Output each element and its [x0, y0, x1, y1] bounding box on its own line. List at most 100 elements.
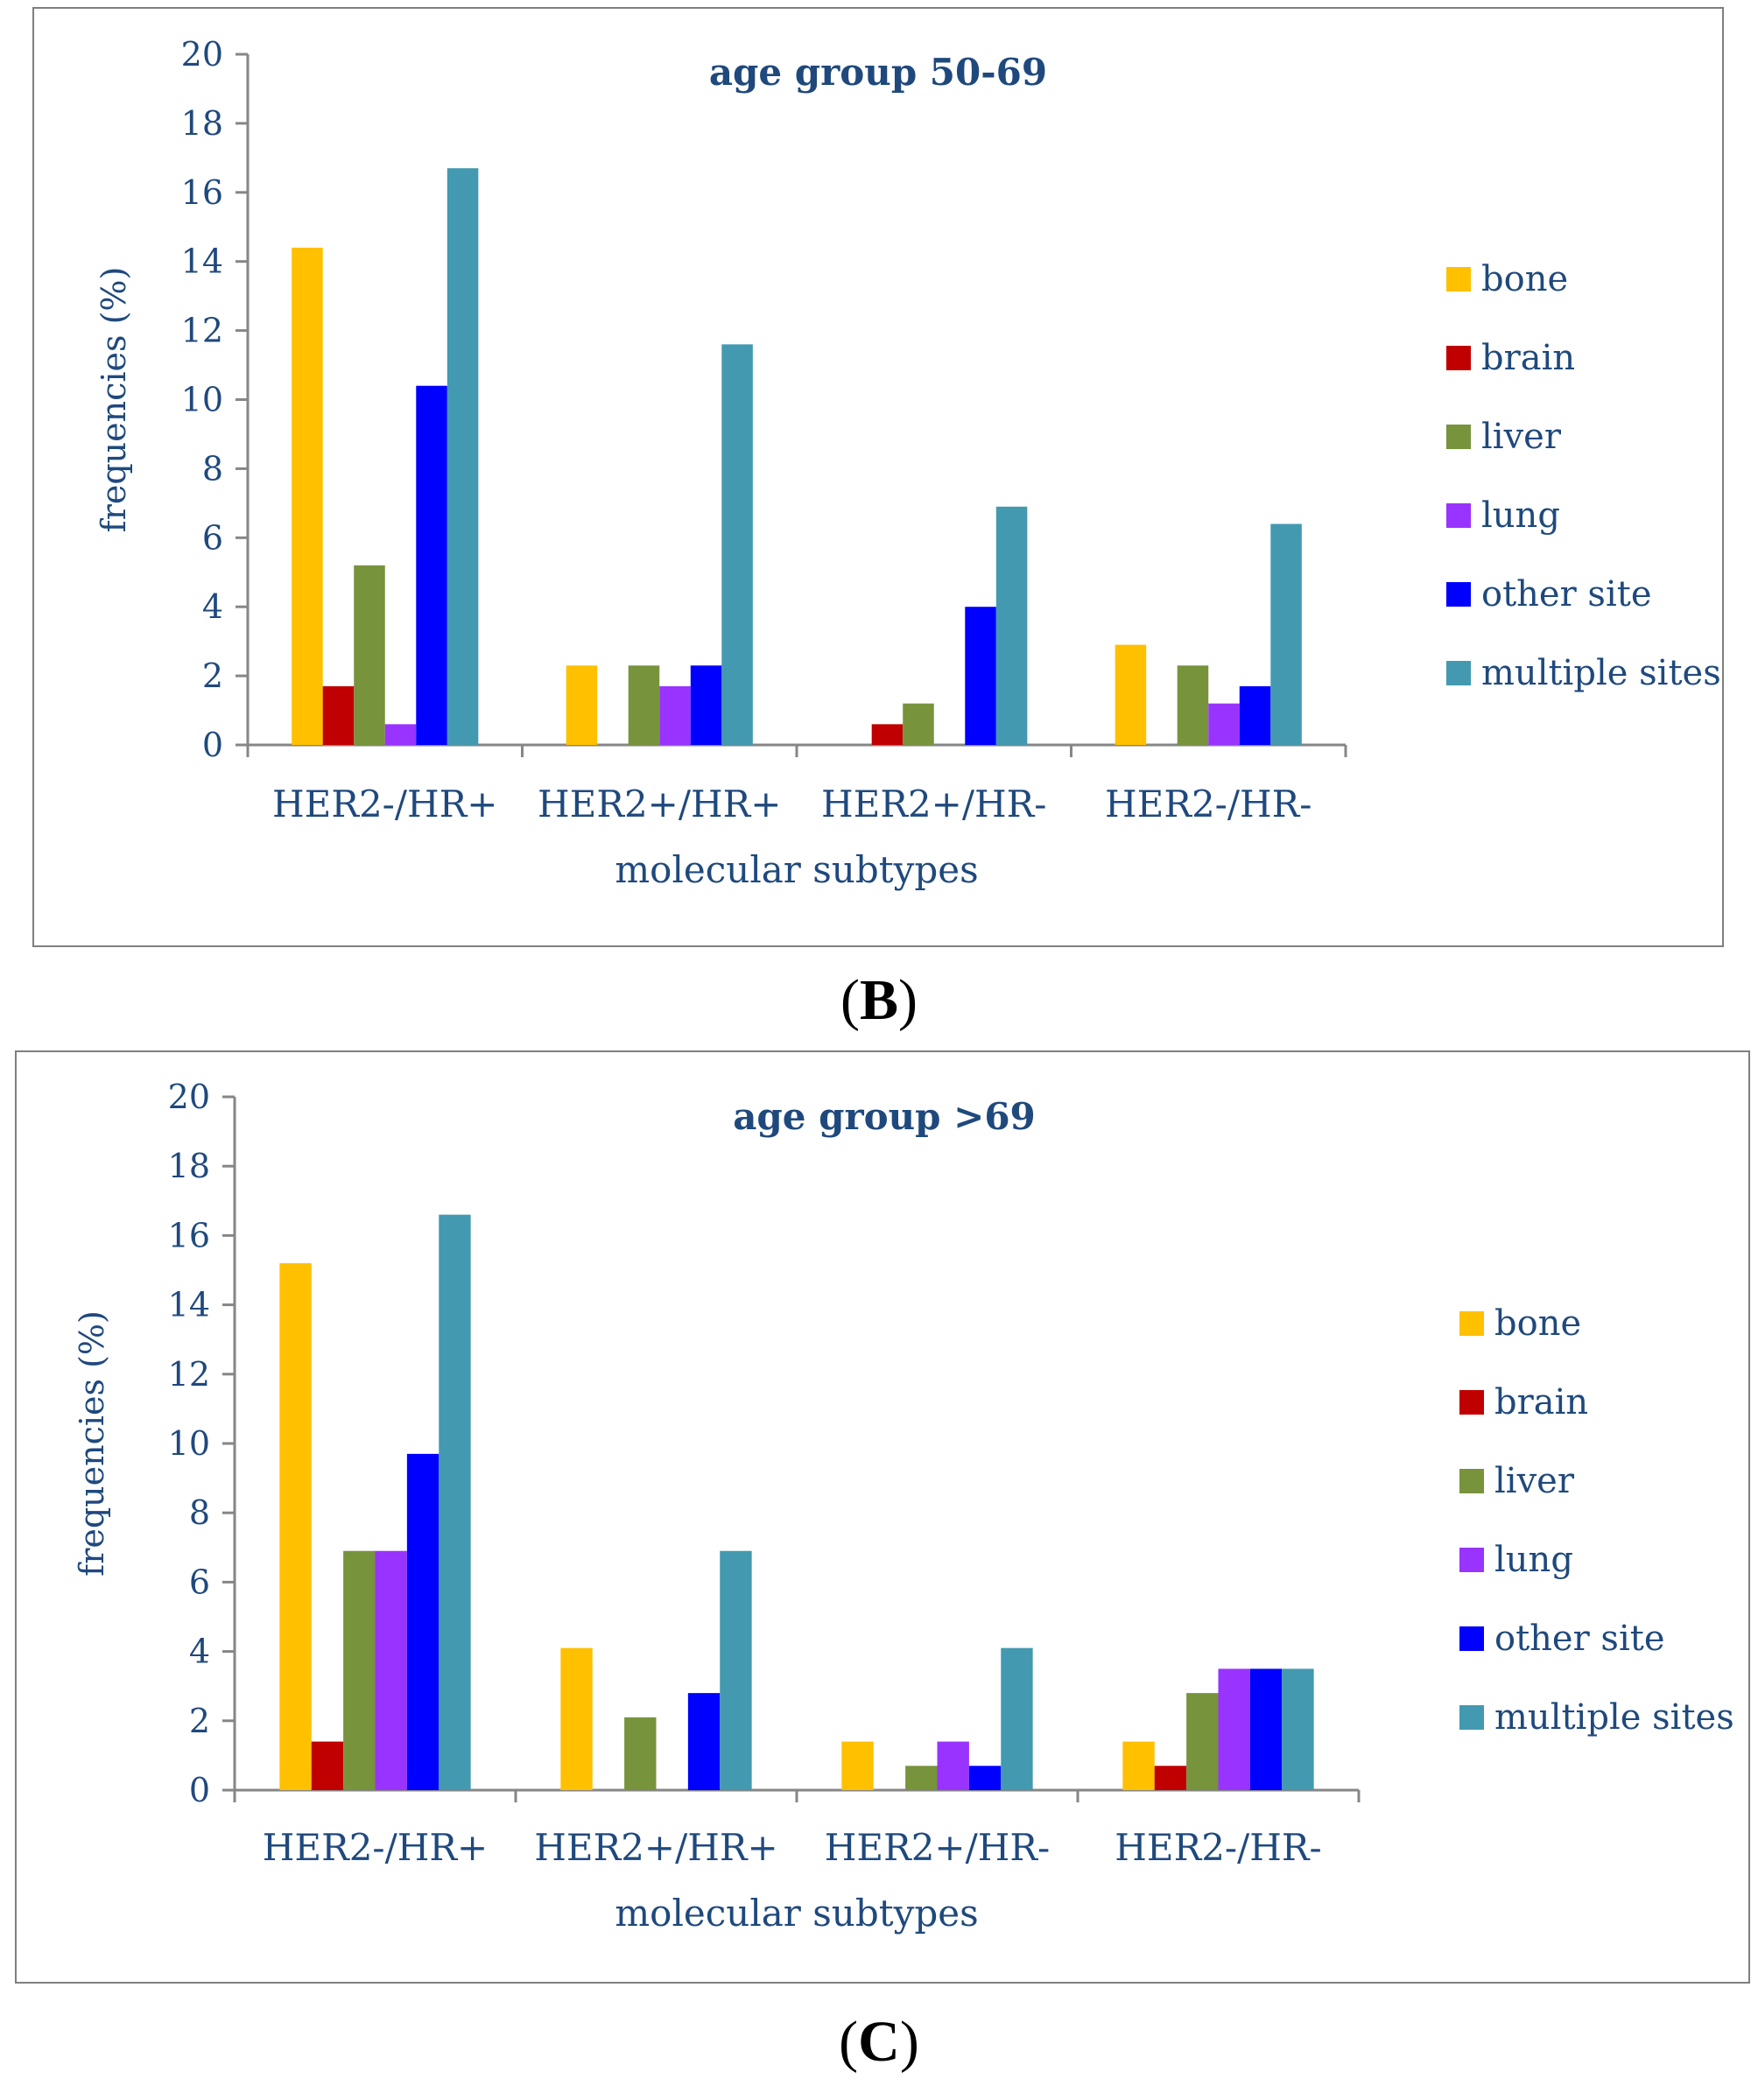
bar-other-site: [1239, 685, 1271, 745]
y-tick-label: 2: [189, 1702, 210, 1740]
y-tick-label: 2: [202, 657, 223, 695]
x-tick-label: HER2+/HR+: [538, 783, 781, 825]
bar-multiple-sites: [1270, 523, 1302, 745]
bar-liver: [903, 703, 934, 745]
chart-b: 0 2 4 6 8 10 12 14 16 18 20 HER2-/HR+ HER2+/HR+ HER2+…: [95, 35, 1721, 891]
bar-bone: [841, 1741, 874, 1790]
bar-brain: [1154, 1766, 1187, 1790]
y-axis-label: frequencies (%): [95, 267, 133, 533]
legend-entry: multiple sites: [1481, 653, 1721, 693]
y-tick-label: 4: [202, 587, 223, 626]
bar-bone: [1115, 644, 1147, 745]
y-tick-label: 12: [181, 312, 223, 350]
y-tick-label: 10: [168, 1424, 210, 1463]
legend-swatch: [1459, 1705, 1484, 1730]
legend-swatch: [1459, 1626, 1484, 1651]
chart-frame-c: [15, 1050, 1750, 1984]
bar-other-site: [968, 1766, 1002, 1790]
y-tick-label: 12: [168, 1355, 210, 1394]
legend-swatch: [1446, 346, 1471, 370]
legend-swatch: [1446, 661, 1471, 685]
legend-swatch: [1446, 503, 1471, 528]
y-tick-label: 20: [181, 35, 223, 74]
x-tick-label: HER2+/HR-: [825, 1826, 1050, 1869]
bar-lung: [937, 1741, 969, 1790]
x-tick-label: HER2+/HR-: [821, 783, 1046, 825]
bar-liver: [905, 1766, 938, 1790]
y-tick-label: 8: [202, 449, 223, 488]
y-tick-label: 10: [181, 381, 223, 419]
bar-brain: [311, 1741, 344, 1790]
legend-entry: bone: [1494, 1303, 1581, 1344]
y-tick-label: 14: [168, 1286, 210, 1324]
bar-multiple-sites: [995, 506, 1028, 745]
bar-other-site: [690, 665, 722, 745]
bar-bone: [566, 665, 598, 745]
y-tick-label: 16: [168, 1216, 210, 1254]
panel-label-b: (B): [840, 968, 918, 1032]
bar-bone: [292, 247, 323, 745]
bar-liver: [1186, 1693, 1219, 1790]
x-axis-label: molecular subtypes: [615, 1892, 978, 1935]
bar-brain: [322, 685, 355, 745]
bar-lung: [375, 1550, 407, 1790]
y-tick-label: 18: [181, 104, 223, 143]
legend-entry: multiple sites: [1494, 1697, 1734, 1738]
bar-multiple-sites: [439, 1214, 471, 1790]
bar-lung: [659, 685, 691, 745]
y-tick-label: 20: [168, 1078, 210, 1116]
legend-entry: lung: [1494, 1540, 1573, 1580]
chart-title: age group 50-69: [709, 51, 1047, 94]
x-tick-label: HER2-/HR+: [272, 783, 497, 825]
bar-multiple-sites: [720, 1550, 752, 1790]
chart-title: age group >69: [733, 1095, 1036, 1138]
bar-lung: [384, 724, 417, 745]
legend-entry: lung: [1481, 495, 1560, 536]
bar-bone: [279, 1263, 312, 1790]
y-tick-label: 6: [202, 518, 223, 557]
bar-bone: [1122, 1741, 1155, 1790]
bar-multiple-sites: [1001, 1647, 1033, 1790]
bar-multiple-sites: [1282, 1668, 1314, 1790]
bar-liver: [354, 565, 385, 745]
y-tick-label: 0: [202, 726, 223, 764]
y-tick-label: 14: [181, 242, 223, 281]
chart-c: 0 2 4 6 8 10 12 14 16 18 20 HER2-/HR+ HER2+/HR+ HER2+…: [73, 1078, 1734, 1935]
x-tick-label: HER2-/HR+: [263, 1826, 488, 1869]
x-tick-label: HER2-/HR-: [1115, 1826, 1321, 1869]
legend-entry: bone: [1481, 259, 1568, 299]
chart-frame-b: [32, 7, 1724, 947]
bar-other-site: [687, 1693, 721, 1790]
y-tick-label: 8: [189, 1493, 210, 1532]
legend-entry: brain: [1481, 338, 1575, 378]
x-axis-label: molecular subtypes: [615, 848, 978, 891]
legend-entry: other site: [1481, 574, 1652, 615]
legend-swatch: [1446, 425, 1471, 449]
y-axis-label: frequencies (%): [73, 1310, 111, 1577]
legend-entry: other site: [1494, 1619, 1665, 1659]
bar-liver: [1177, 665, 1209, 745]
bar-multiple-sites: [721, 344, 753, 745]
y-tick-label: 6: [189, 1563, 210, 1601]
bar-brain: [871, 724, 904, 745]
x-tick-label: HER2+/HR+: [534, 1826, 777, 1869]
bar-other-site: [406, 1453, 440, 1790]
y-tick-label: 4: [189, 1633, 210, 1671]
bar-other-site: [965, 607, 996, 745]
legend-entry: brain: [1494, 1382, 1588, 1422]
legend-swatch: [1459, 1548, 1484, 1572]
panel-label-c: (C): [839, 2010, 919, 2074]
bar-liver: [343, 1550, 376, 1790]
legend-swatch: [1459, 1390, 1484, 1415]
legend-entry: liver: [1494, 1461, 1575, 1501]
legend-swatch: [1446, 267, 1471, 291]
bar-lung: [1218, 1668, 1250, 1790]
legend-swatch: [1446, 582, 1471, 607]
bar-other-site: [1249, 1668, 1283, 1790]
legend-swatch: [1459, 1311, 1484, 1336]
bar-multiple-sites: [447, 168, 479, 745]
y-tick-label: 16: [181, 173, 223, 212]
bar-bone: [560, 1647, 593, 1790]
y-tick-label: 0: [189, 1771, 210, 1809]
x-tick-label: HER2-/HR-: [1105, 783, 1311, 825]
